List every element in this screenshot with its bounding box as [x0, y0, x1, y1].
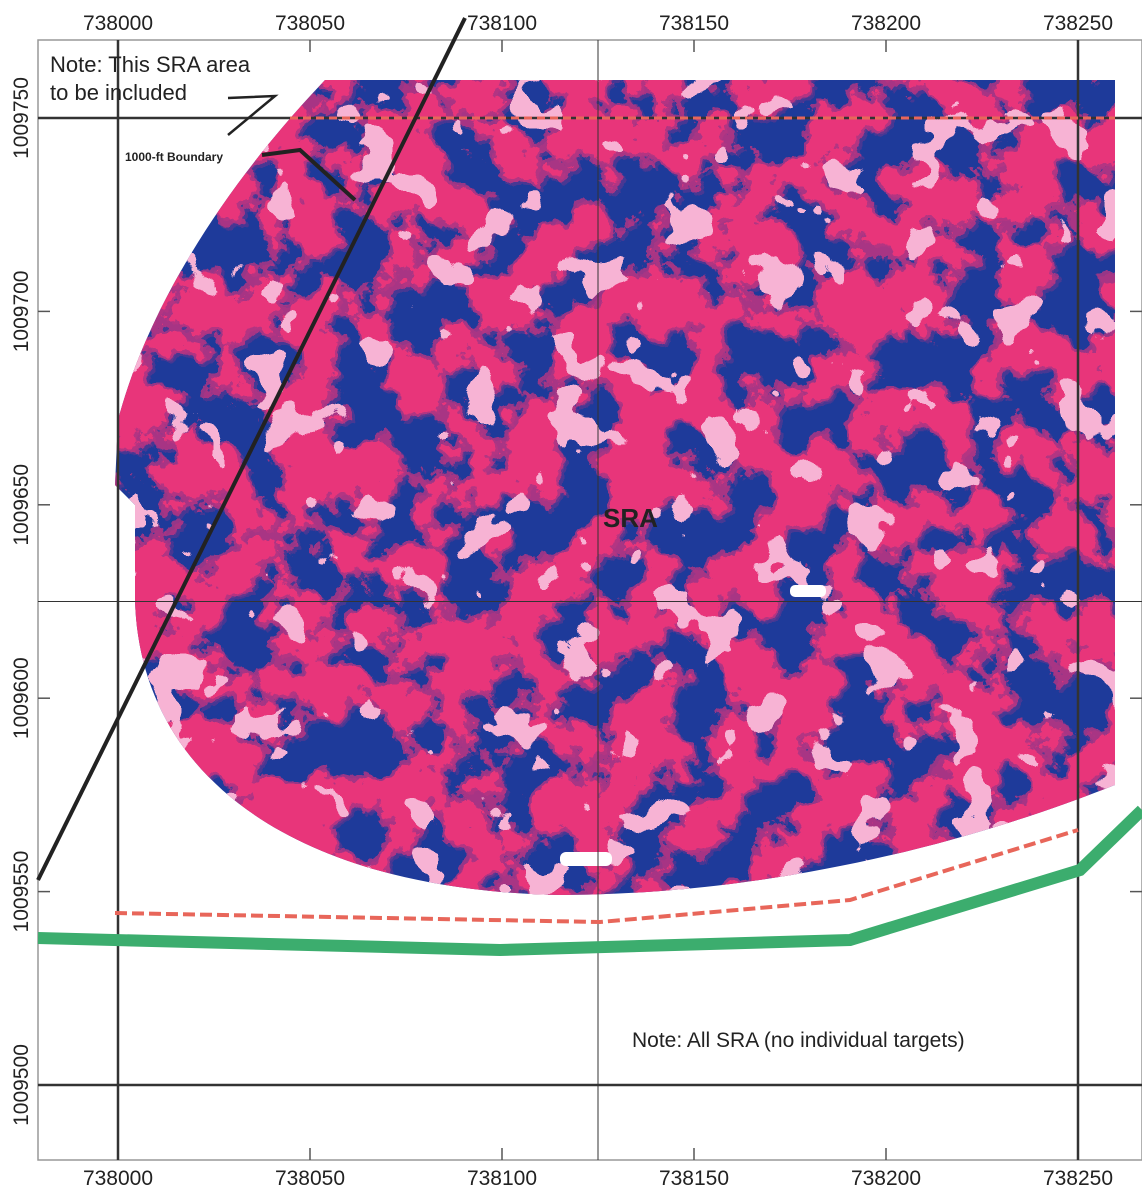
x-tick-label: 738200 [851, 12, 921, 35]
y-tick-label: 1009750 [10, 77, 33, 159]
y-tick-label: 1009600 [10, 657, 33, 739]
note-arrow [228, 96, 275, 135]
x-tick-label: 738150 [659, 1167, 729, 1190]
y-tick-label: 1009550 [10, 851, 33, 933]
x-tick-label: 738200 [851, 1167, 921, 1190]
note-top: to be included [50, 80, 187, 105]
boundary-label: 1000-ft Boundary [125, 150, 223, 164]
x-tick-label: 738050 [275, 12, 345, 35]
note-bottom: Note: All SRA (no individual targets) [632, 1029, 965, 1052]
x-tick-label: 738100 [467, 1167, 537, 1190]
survey-area [100, 70, 1133, 913]
area-label: SRA [603, 503, 658, 533]
y-tick-label: 1009700 [10, 271, 33, 353]
x-tick-label: 738250 [1043, 1167, 1113, 1190]
x-tick-label: 738150 [659, 12, 729, 35]
x-tick-label: 738100 [467, 12, 537, 35]
x-tick-label: 738000 [83, 12, 153, 35]
survey-map: Note: This SRA area to be included 1000-… [0, 0, 1142, 1193]
x-tick-label: 738000 [83, 1167, 153, 1190]
note-top: Note: This SRA area [50, 52, 251, 77]
x-tick-label: 738250 [1043, 12, 1113, 35]
y-tick-label: 1009500 [10, 1044, 33, 1126]
y-tick-label: 1009650 [10, 464, 33, 546]
x-tick-label: 738050 [275, 1167, 345, 1190]
